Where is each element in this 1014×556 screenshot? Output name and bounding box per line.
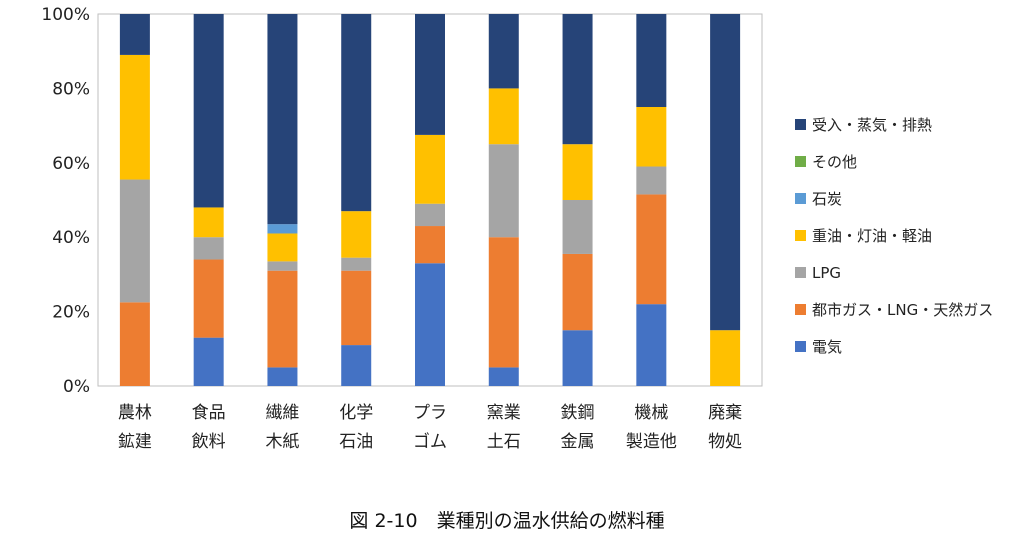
y-tick-label: 40% [52,228,90,248]
bar-segment [267,233,298,262]
legend-swatch [795,304,806,315]
bar-segment [193,237,224,260]
bar-segment [415,226,445,264]
legend-swatch [795,341,806,352]
legend-swatch [795,193,806,204]
x-category-label: 石油 [339,432,373,452]
x-category-label: 化学 [339,403,373,423]
bar-segment [636,194,667,305]
x-category-label: 繊維 [265,403,299,423]
bar-segment [341,211,372,258]
bar-segment [341,14,372,212]
legend-label: 都市ガス・LNG・天然ガス [812,301,993,319]
bar-segment [562,253,593,331]
x-category-label: プラ [413,403,447,423]
y-tick-label: 60% [52,154,90,174]
bar-segment [562,14,593,145]
bar-segment [636,166,667,195]
bar-segment [341,345,372,386]
bar-segment [193,259,224,338]
bar-segment [267,261,298,271]
x-category-label: 製造他 [626,432,677,452]
bar-segment [636,304,667,386]
legend-swatch [795,156,806,167]
figure-caption: 図 2-10 業種別の温水供給の燃料種 [349,510,665,532]
bar-segment [341,270,372,346]
x-category-label: 農林 [118,403,152,423]
x-category-label: 木紙 [265,432,299,452]
legend-swatch [795,119,806,130]
bar-segment [267,224,298,234]
x-category-label: 土石 [487,432,521,452]
y-tick-label: 20% [52,303,90,323]
bar-segment [415,203,445,227]
bar-segment [267,270,298,368]
bar-segment [710,330,741,386]
legend-label: 重油・灯油・軽油 [812,227,932,245]
x-category-label: 鉄鋼 [561,403,595,423]
x-category-label: 鉱建 [118,432,152,452]
bar-segment [193,207,224,238]
y-tick-label: 0% [63,377,90,397]
bar-segment [341,257,372,271]
legend-label: 電気 [812,338,842,356]
bar-segment [710,14,741,331]
x-category-label: 廃棄 [708,403,742,423]
x-category-label: 飲料 [192,432,226,452]
bar-segment [415,14,445,135]
x-category-label: ゴム [413,431,447,452]
x-category-label: 金属 [561,432,595,452]
bar-segment [488,237,519,368]
x-category-label: 食品 [192,403,226,423]
x-category-label: 機械 [634,403,668,423]
legend-label: その他 [812,153,857,171]
bar-segment [488,88,519,145]
bar-segment [119,54,150,180]
bar-segment [488,144,519,238]
x-category-label: 物処 [708,432,742,452]
legend-label: 受入・蒸気・排熱 [812,116,932,134]
bar-segment [488,367,519,386]
bar-segment [193,14,224,208]
x-category-label: 窯業 [487,403,521,423]
bar-segment [562,330,593,386]
bar-segment [415,263,445,386]
bar-segment [267,367,298,386]
bar-segment [119,302,150,386]
y-tick-label: 100% [41,5,90,25]
bar-segment [193,337,224,386]
bar-segment [562,144,593,200]
legend-swatch [795,267,806,278]
bar-segment [415,134,445,204]
y-tick-label: 80% [52,79,90,99]
bar-segment [636,14,667,107]
bar-segment [119,14,150,55]
bar-segment [488,14,519,89]
bar-segment [267,14,298,225]
legend-label: 石炭 [812,190,842,208]
bar-segment [562,200,593,254]
legend-label: LPG [812,264,841,282]
bar-segment [636,107,667,167]
bar-segment [119,179,150,303]
legend-swatch [795,230,806,241]
